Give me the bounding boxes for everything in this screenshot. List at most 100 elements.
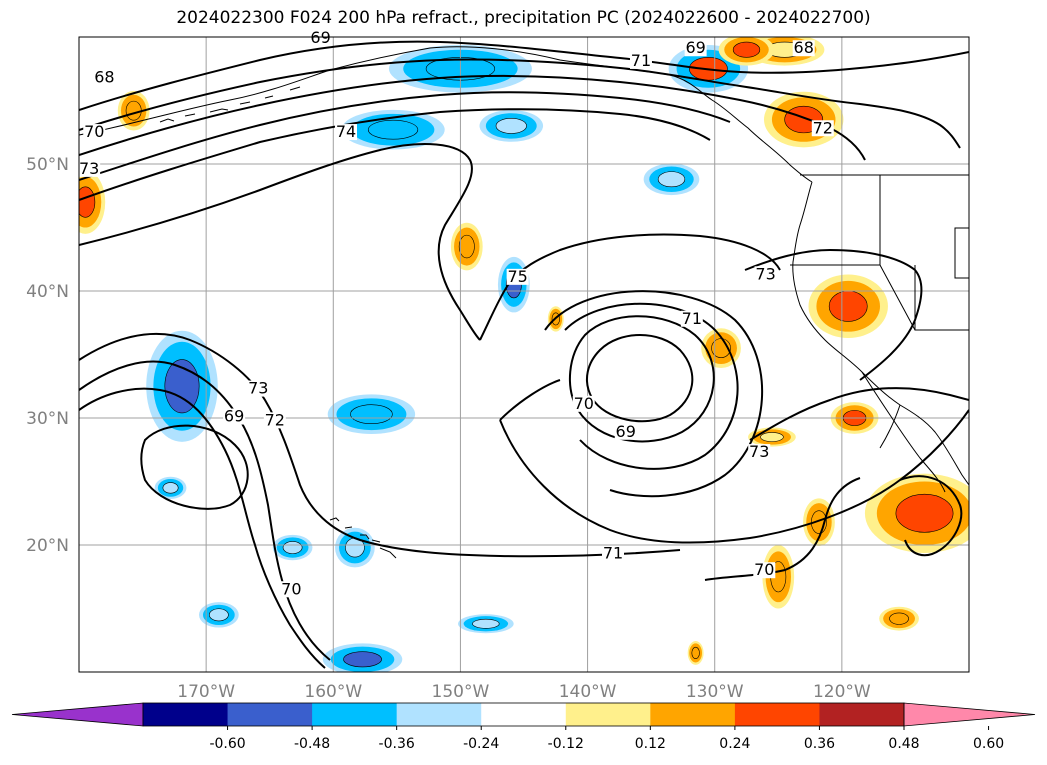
graticule [79,37,969,672]
latitude-label: 40°N [26,282,69,302]
svg-text:73: 73 [749,442,769,461]
contour-label: 72 [263,410,286,429]
latitude-labels: 20°N 30°N 40°N 50°N [26,155,69,556]
contour-label: 68 [792,38,815,57]
colorbar-segment [227,703,313,726]
precipitation-patch [341,109,445,150]
svg-text:73: 73 [248,379,268,398]
precipitation-patch [335,527,375,568]
colorbar-tick-label: 0.12 [635,736,666,752]
refractivity-contours [79,40,969,669]
precipitation-patch [479,110,544,142]
longitude-label: 170°W [177,682,235,702]
longitude-label: 160°W [304,682,362,702]
contour-label: 70 [280,579,303,598]
contour-label: 73 [247,379,270,398]
precipitation-patch [154,476,187,499]
colorbar-tick-label: 0.24 [719,736,750,752]
coastlines [79,46,969,559]
precipitation-patch [322,643,403,672]
map-frame [78,36,970,673]
precipitation-patch [701,328,741,368]
colorbar-segment [565,703,651,726]
contour-label: 73 [78,159,101,178]
svg-text:69: 69 [616,422,636,441]
svg-text:70: 70 [574,394,594,413]
longitude-label: 140°W [559,682,617,702]
precipitation-patch [450,222,483,271]
precipitation-patch [687,641,704,665]
colorbar-tick-label: -0.48 [294,736,330,752]
contour-label: 71 [602,544,624,563]
longitude-label: 150°W [432,682,490,702]
colorbar-tick-label: 0.48 [888,736,919,752]
precipitation-patch [643,163,700,196]
colorbar-extend-right [903,702,1036,727]
colorbar-segment [734,703,820,726]
colorbar-tick-label: -0.36 [379,736,415,752]
svg-text:74: 74 [336,122,356,141]
contour-label: 69 [614,422,637,441]
contour-label: 69 [684,38,707,57]
precipitation-patch [458,614,514,634]
svg-text:73: 73 [79,159,99,178]
precipitation-patch [808,274,888,338]
colorbar: -0.60 -0.48 -0.36 -0.24 -0.12 0.12 0.24 0.36 0.4… [11,702,1036,752]
svg-text:71: 71 [631,51,651,70]
svg-text:69: 69 [310,28,330,47]
svg-text:73: 73 [755,264,775,283]
contour-label: 68 [93,67,116,86]
latitude-label: 30°N [26,409,69,429]
svg-text:72: 72 [265,410,285,429]
svg-text:69: 69 [224,407,244,426]
svg-text:71: 71 [603,544,623,563]
contour-label: 70 [83,122,106,141]
colorbar-extend-left [11,702,144,727]
svg-text:69: 69 [685,38,705,57]
contour-label: 72 [811,118,834,137]
colorbar-segment [143,703,229,726]
svg-text:75: 75 [507,267,527,286]
longitude-label: 120°W [813,682,871,702]
contour-label: 74 [335,122,357,141]
svg-text:71: 71 [682,309,702,328]
colorbar-segment [819,703,905,726]
contour-label: 69 [309,28,332,47]
colorbar-segment [312,703,398,726]
colorbar-segment [650,703,736,726]
latitude-label: 20°N [26,536,69,556]
contour-label: 69 [223,407,246,426]
colorbar-tick-label: -0.12 [548,736,584,752]
svg-text:72: 72 [813,118,833,137]
contour-label: 70 [753,560,776,579]
svg-text:70: 70 [84,122,104,141]
contour-label: 71 [680,309,703,328]
precipitation-patch [79,170,106,234]
precipitation-patch [803,498,835,546]
precipitation-patch [879,606,919,631]
contour-label: 70 [572,394,595,413]
map-title: 2024022300 F024 200 hPa refract., precip… [176,8,871,28]
contour-label: 73 [754,264,777,283]
contour-label: 73 [748,442,771,461]
colorbar-tick-label: 0.36 [804,736,835,752]
precipitation-patch [272,534,313,561]
colorbar-tick-label: -0.60 [209,736,245,752]
svg-text:68: 68 [794,38,814,57]
precipitation-patch [718,37,775,66]
colorbar-segment [481,703,567,726]
contour-label: 71 [629,51,652,70]
colorbar-segment [396,703,482,726]
colorbar-tick-label: 0.60 [973,736,1004,752]
svg-text:70: 70 [754,560,774,579]
precipitation-patch [327,394,416,435]
contour-label: 75 [506,267,529,286]
svg-text:68: 68 [94,67,114,86]
svg-text:70: 70 [281,579,301,598]
colorbar-tick-label: -0.24 [463,736,499,752]
latitude-label: 50°N [26,155,69,175]
longitude-labels: 170°W 160°W 150°W 140°W 130°W 120°W [177,682,871,702]
precipitation-patch [198,602,239,628]
